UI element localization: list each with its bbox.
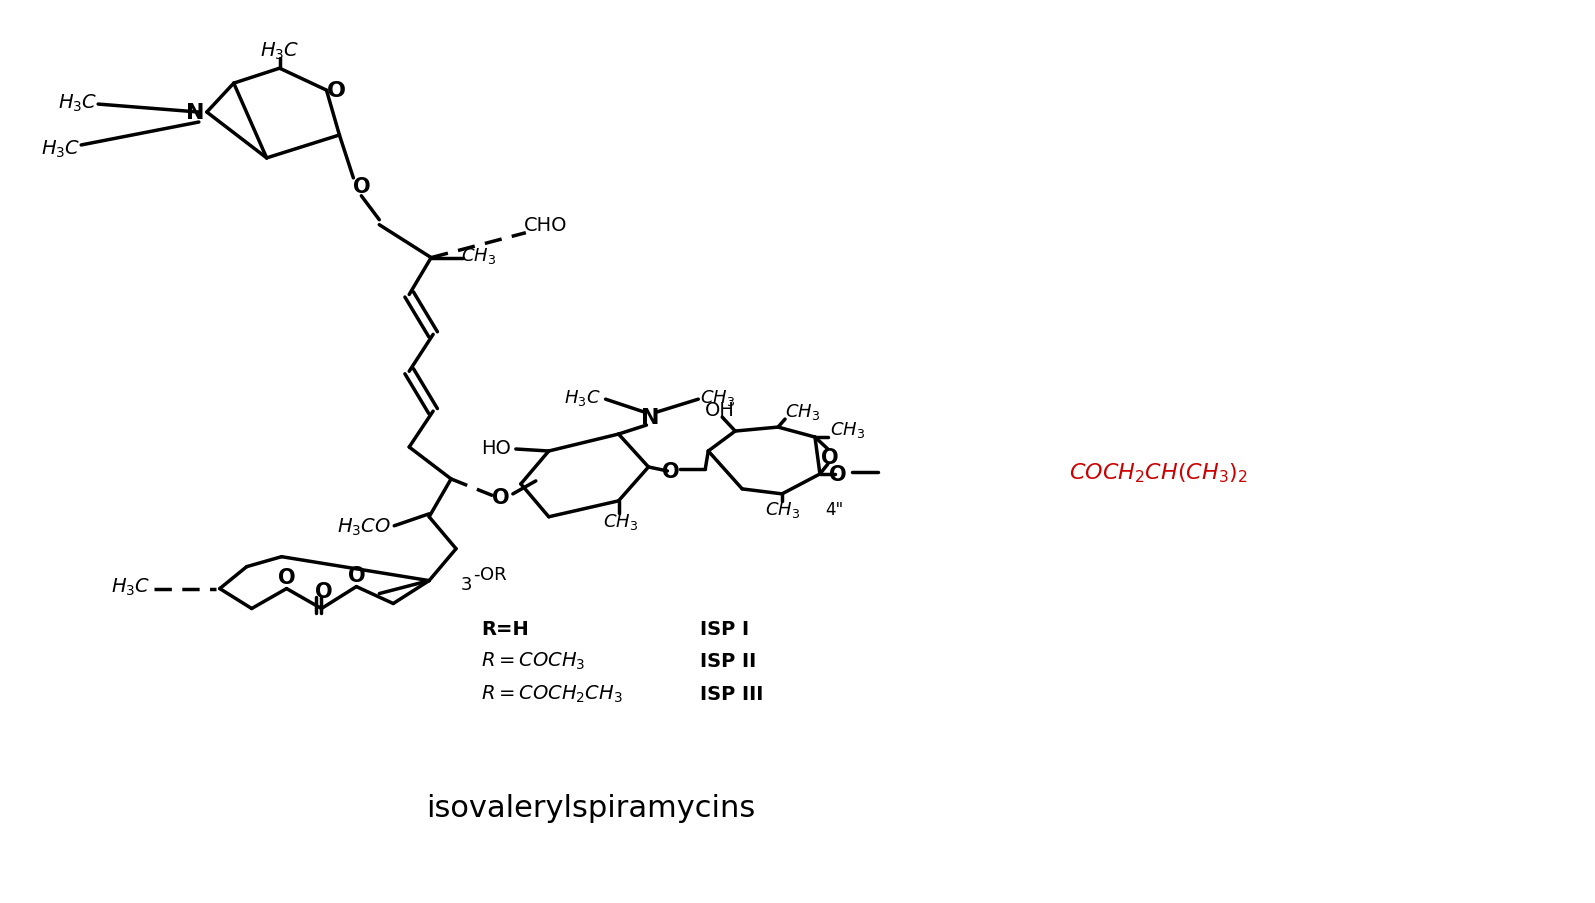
- Text: 3: 3: [461, 575, 472, 593]
- Text: N: N: [641, 407, 660, 428]
- Text: O: O: [327, 81, 346, 101]
- Text: O: O: [829, 464, 847, 484]
- Text: O: O: [821, 448, 839, 468]
- Text: ISP II: ISP II: [700, 651, 756, 670]
- Text: $CH_3$: $CH_3$: [785, 402, 820, 422]
- Text: $CH_3$: $CH_3$: [700, 387, 735, 408]
- Text: $H_3C$: $H_3C$: [565, 387, 601, 408]
- Text: O: O: [352, 177, 370, 197]
- Text: $COCH_2CH(CH_3)_2$: $COCH_2CH(CH_3)_2$: [1069, 461, 1247, 484]
- Text: $R=COCH_2CH_3$: $R=COCH_2CH_3$: [482, 683, 622, 704]
- Text: $H_3C$: $H_3C$: [260, 41, 300, 61]
- Text: O: O: [493, 488, 510, 507]
- Text: $R=COCH_3$: $R=COCH_3$: [482, 650, 585, 671]
- Text: $H_3CO$: $H_3CO$: [337, 517, 391, 538]
- Text: $H_3C$: $H_3C$: [57, 92, 97, 114]
- Text: ISP III: ISP III: [700, 684, 764, 703]
- Text: $CH_3$: $CH_3$: [829, 420, 864, 440]
- Text: N: N: [185, 103, 204, 123]
- Text: HO: HO: [482, 438, 510, 457]
- Text: isovalerylspiramycins: isovalerylspiramycins: [426, 794, 756, 823]
- Text: $CH_3$: $CH_3$: [603, 511, 638, 531]
- Text: 4": 4": [825, 500, 844, 518]
- Text: CHO: CHO: [525, 216, 568, 235]
- Text: R=H: R=H: [482, 619, 528, 638]
- Text: -OR: -OR: [474, 565, 507, 583]
- Text: O: O: [314, 581, 332, 600]
- Text: $CH_3$: $CH_3$: [461, 246, 496, 265]
- Text: O: O: [278, 567, 295, 587]
- Text: ISP I: ISP I: [700, 619, 750, 638]
- Text: $H_3C$: $H_3C$: [41, 138, 80, 160]
- Text: OH: OH: [705, 400, 735, 419]
- Text: O: O: [348, 565, 365, 585]
- Text: $CH_3$: $CH_3$: [764, 499, 799, 519]
- Text: O: O: [662, 461, 679, 481]
- Text: $H_3C$: $H_3C$: [110, 576, 150, 598]
